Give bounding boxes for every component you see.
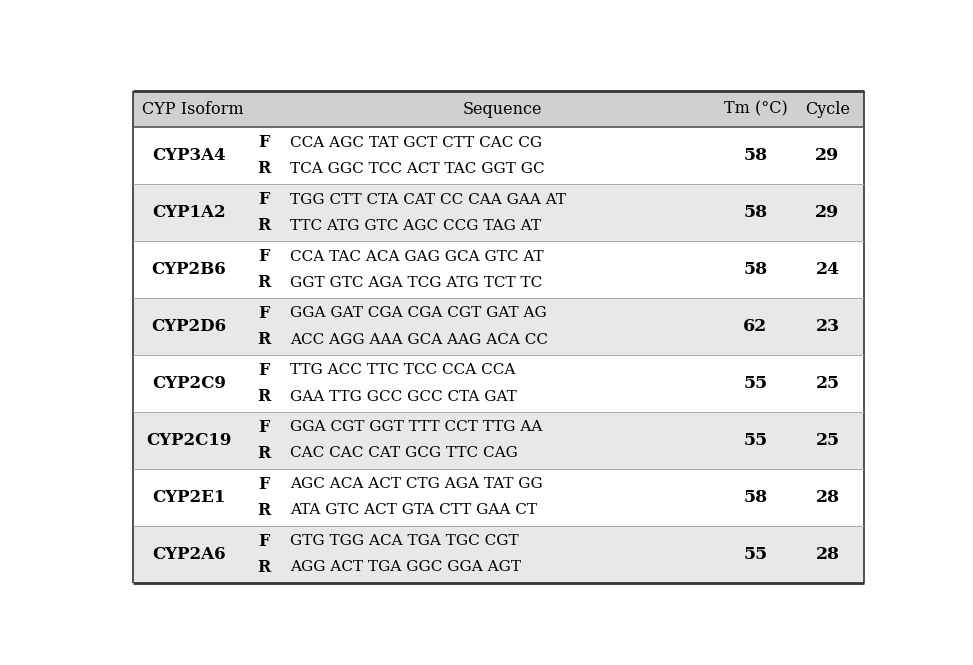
Text: F: F xyxy=(259,191,270,208)
Bar xyxy=(133,241,864,298)
Text: TGG CTT CTA CAT CC CAA GAA AT: TGG CTT CTA CAT CC CAA GAA AT xyxy=(290,193,565,207)
Text: 28: 28 xyxy=(815,489,840,506)
Text: ACC AGG AAA GCA AAG ACA CC: ACC AGG AAA GCA AAG ACA CC xyxy=(290,332,548,346)
Text: CYP2D6: CYP2D6 xyxy=(151,318,227,335)
Text: F: F xyxy=(259,248,270,265)
Text: TCA GGC TCC ACT TAC GGT GC: TCA GGC TCC ACT TAC GGT GC xyxy=(290,162,545,176)
Bar xyxy=(133,526,864,583)
Bar xyxy=(133,184,864,241)
Text: 55: 55 xyxy=(743,546,768,563)
Text: R: R xyxy=(258,217,270,234)
Text: 29: 29 xyxy=(815,204,840,221)
Bar xyxy=(133,412,864,469)
Text: CYP3A4: CYP3A4 xyxy=(152,148,226,164)
Text: 25: 25 xyxy=(815,375,840,392)
Text: CYP2C19: CYP2C19 xyxy=(146,432,232,449)
Text: CYP2A6: CYP2A6 xyxy=(152,546,226,563)
Text: CYP1A2: CYP1A2 xyxy=(152,204,226,221)
Text: CCA TAC ACA GAG GCA GTC AT: CCA TAC ACA GAG GCA GTC AT xyxy=(290,249,543,263)
Text: R: R xyxy=(258,160,270,178)
Text: 29: 29 xyxy=(815,148,840,164)
Text: 58: 58 xyxy=(743,489,768,506)
Text: GAA TTG GCC GCC CTA GAT: GAA TTG GCC GCC CTA GAT xyxy=(290,390,517,404)
Text: Sequence: Sequence xyxy=(462,100,542,118)
Text: 23: 23 xyxy=(815,318,840,335)
Text: F: F xyxy=(259,419,270,436)
Text: GGT GTC AGA TCG ATG TCT TC: GGT GTC AGA TCG ATG TCT TC xyxy=(290,276,542,290)
Text: F: F xyxy=(259,533,270,549)
Text: F: F xyxy=(259,475,270,493)
Text: 24: 24 xyxy=(815,261,840,278)
Text: F: F xyxy=(259,305,270,322)
Text: ATA GTC ACT GTA CTT GAA CT: ATA GTC ACT GTA CTT GAA CT xyxy=(290,503,537,517)
Text: Cycle: Cycle xyxy=(805,100,850,118)
Text: 58: 58 xyxy=(743,204,768,221)
Text: GGA CGT GGT TTT CCT TTG AA: GGA CGT GGT TTT CCT TTG AA xyxy=(290,420,542,434)
Text: 55: 55 xyxy=(743,432,768,449)
Bar xyxy=(133,128,864,184)
Text: 55: 55 xyxy=(743,375,768,392)
Bar xyxy=(133,355,864,412)
Text: F: F xyxy=(259,134,270,151)
Text: R: R xyxy=(258,331,270,348)
Text: CYP2E1: CYP2E1 xyxy=(152,489,226,506)
Text: R: R xyxy=(258,388,270,405)
Text: 58: 58 xyxy=(743,148,768,164)
Text: GTG TGG ACA TGA TGC CGT: GTG TGG ACA TGA TGC CGT xyxy=(290,534,519,548)
Text: F: F xyxy=(259,362,270,379)
Text: 28: 28 xyxy=(815,546,840,563)
Text: R: R xyxy=(258,445,270,462)
Text: AGG ACT TGA GGC GGA AGT: AGG ACT TGA GGC GGA AGT xyxy=(290,561,521,575)
Text: TTC ATG GTC AGC CCG TAG AT: TTC ATG GTC AGC CCG TAG AT xyxy=(290,219,541,233)
Text: 25: 25 xyxy=(815,432,840,449)
Text: R: R xyxy=(258,274,270,291)
Text: CYP2C9: CYP2C9 xyxy=(152,375,226,392)
Text: TTG ACC TTC TCC CCA CCA: TTG ACC TTC TCC CCA CCA xyxy=(290,363,515,378)
Text: CYP2B6: CYP2B6 xyxy=(152,261,226,278)
Text: CAC CAC CAT GCG TTC CAG: CAC CAC CAT GCG TTC CAG xyxy=(290,446,518,460)
Text: R: R xyxy=(258,559,270,576)
Bar xyxy=(133,298,864,355)
Text: CYP Isoform: CYP Isoform xyxy=(142,100,243,118)
Text: Tm (°C): Tm (°C) xyxy=(724,100,787,118)
Bar xyxy=(133,91,864,128)
Bar xyxy=(133,469,864,526)
Text: 58: 58 xyxy=(743,261,768,278)
Text: CCA AGC TAT GCT CTT CAC CG: CCA AGC TAT GCT CTT CAC CG xyxy=(290,136,542,150)
Text: R: R xyxy=(258,502,270,519)
Text: AGC ACA ACT CTG AGA TAT GG: AGC ACA ACT CTG AGA TAT GG xyxy=(290,477,543,491)
Text: GGA GAT CGA CGA CGT GAT AG: GGA GAT CGA CGA CGT GAT AG xyxy=(290,307,547,321)
Text: 62: 62 xyxy=(743,318,768,335)
